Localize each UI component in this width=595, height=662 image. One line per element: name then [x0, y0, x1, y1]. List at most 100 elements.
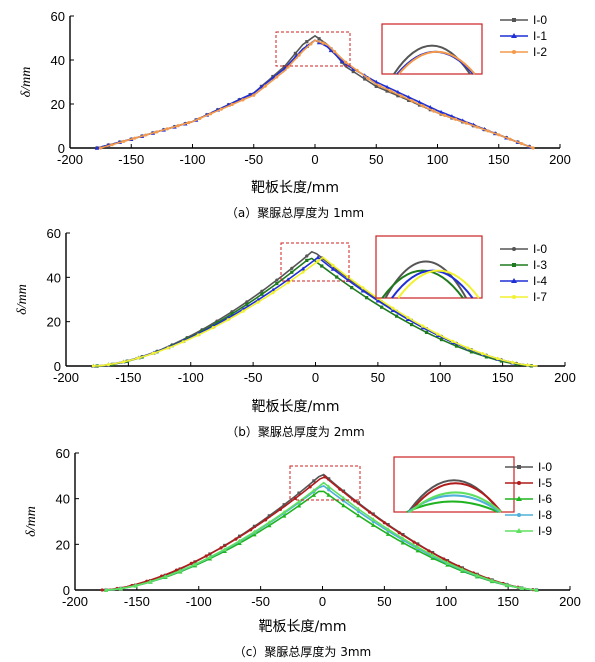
data-point-I-5 [174, 568, 179, 572]
data-point-I-7 [241, 309, 245, 313]
y-tick-label: 60 [51, 9, 65, 24]
zoom-region-box [289, 465, 361, 501]
zoom-region-box [275, 31, 351, 67]
data-point-I-0 [317, 37, 321, 41]
data-point-I-2 [176, 124, 180, 128]
x-tick-label: 0 [319, 594, 326, 609]
data-point-I-5 [308, 485, 312, 489]
data-point-I-2 [389, 89, 393, 93]
data-point-I-9 [445, 560, 450, 565]
data-point-I-6 [311, 492, 317, 497]
data-point-I-6 [296, 503, 302, 508]
data-point-I-9 [474, 573, 480, 578]
legend-label: I-9 [538, 524, 552, 538]
data-point-I-9 [341, 495, 346, 500]
data-point-I-7 [256, 300, 260, 304]
data-point-I-9 [385, 526, 391, 531]
x-tick-label: -200 [53, 370, 79, 385]
data-point-I-5 [427, 549, 431, 553]
y-tick-label: 0 [58, 141, 65, 156]
zoom-region-box [280, 242, 350, 282]
data-point-I-0 [363, 77, 367, 81]
data-point-I-0 [407, 98, 411, 102]
data-point-I-9 [267, 520, 272, 525]
x-tick-label: -150 [118, 152, 144, 167]
data-point-I-2 [144, 133, 148, 137]
data-point-I-2 [252, 93, 256, 97]
data-point-I-6 [371, 522, 376, 527]
panel-caption: （c）聚脲总厚度为 3mm [234, 644, 371, 659]
data-point-I-9 [177, 568, 183, 573]
data-point-I-2 [110, 143, 114, 147]
legend-label: I-6 [538, 492, 552, 506]
y-axis-title: δ/mm [15, 284, 30, 315]
data-point-I-7 [271, 291, 275, 295]
data-point-I-9 [281, 509, 287, 514]
x-tick-label: 50 [371, 370, 385, 385]
data-point-I-4 [375, 298, 381, 303]
data-point-I-9 [415, 544, 420, 549]
x-tick-label: 0 [311, 152, 318, 167]
data-point-I-9 [163, 574, 168, 579]
data-point-I-9 [326, 484, 331, 489]
data-point-I-3 [380, 305, 384, 309]
y-tick-label: 20 [56, 537, 70, 552]
data-point-I-7 [451, 339, 455, 343]
y-axis-title: δ/mm [19, 67, 34, 98]
data-point-I-4 [285, 277, 291, 282]
data-point-I-7 [496, 357, 500, 361]
legend-marker-I-4 [511, 278, 517, 283]
x-tick-label: -100 [178, 370, 204, 385]
data-point-I-0 [290, 266, 294, 270]
data-point-I-4 [330, 266, 336, 271]
legend-marker-I-2 [512, 50, 516, 54]
x-tick-label: -100 [179, 152, 205, 167]
data-point-I-2 [453, 117, 458, 121]
data-point-I-0 [374, 84, 378, 88]
y-tick-label: 20 [51, 97, 65, 112]
x-tick-label: 200 [549, 152, 571, 167]
data-point-I-6 [356, 513, 361, 518]
data-point-I-2 [410, 99, 414, 103]
data-point-I-4 [315, 255, 321, 260]
series-line-I-9 [105, 481, 537, 591]
data-point-I-3 [409, 322, 414, 327]
data-point-I-5 [100, 588, 104, 592]
data-point-I-3 [230, 312, 234, 316]
data-point-I-4 [390, 308, 396, 313]
data-point-I-9 [519, 585, 524, 590]
data-point-I-0 [305, 254, 309, 258]
data-point-I-9 [489, 578, 495, 583]
data-point-I-9 [252, 529, 257, 534]
data-point-I-2 [344, 60, 348, 64]
legend-label: I-0 [533, 13, 547, 27]
data-point-I-7 [421, 324, 425, 328]
data-point-I-7 [406, 315, 410, 320]
y-tick-label: 40 [51, 53, 65, 68]
chart-panel-1: -200 -150 -100 -50 0 50 100 150 200 0 20 40 60 靶板长度/m… [19, 9, 571, 220]
data-point-I-2 [309, 42, 313, 46]
data-point-I-2 [475, 125, 479, 129]
data-point-I-6 [252, 532, 257, 537]
legend-marker-I-0 [512, 18, 516, 22]
data-point-I-3 [439, 337, 444, 342]
data-point-I-5 [219, 546, 223, 550]
legend-marker-I-3 [512, 263, 516, 267]
data-point-I-9 [400, 536, 406, 541]
x-tick-label: 100 [427, 152, 449, 167]
data-point-I-6 [385, 531, 391, 536]
data-point-I-7 [181, 340, 185, 344]
data-point-I-3 [499, 359, 503, 363]
data-point-I-0 [297, 491, 301, 495]
data-point-I-9 [103, 587, 109, 592]
data-point-I-0 [282, 503, 286, 507]
data-point-I-3 [305, 258, 309, 263]
data-point-I-2 [508, 137, 512, 141]
data-point-I-0 [312, 479, 316, 483]
data-point-I-7 [226, 318, 230, 322]
data-point-I-7 [166, 346, 170, 350]
data-point-I-9 [192, 562, 198, 567]
legend-label: I-7 [533, 290, 547, 304]
data-point-I-7 [481, 352, 485, 356]
data-point-I-2 [198, 116, 202, 121]
